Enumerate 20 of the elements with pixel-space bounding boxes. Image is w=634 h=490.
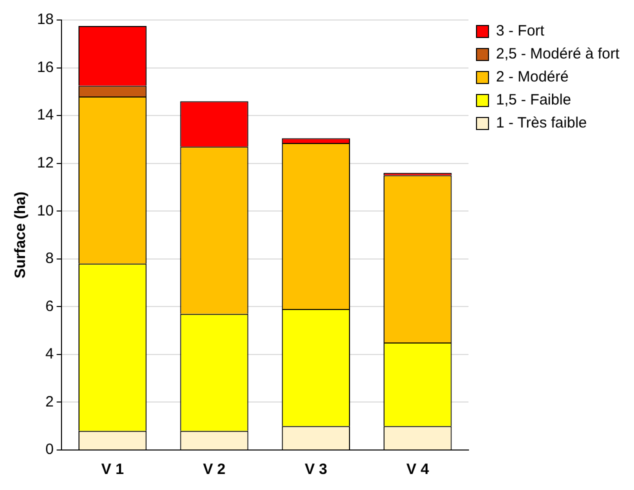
x-tick-label: V 2 [202, 461, 226, 478]
y-tick-label: 14 [36, 106, 54, 124]
x-tick-label: V 4 [406, 461, 430, 478]
legend-label: 1 - Très faible [496, 114, 587, 132]
y-tick-label: 16 [36, 58, 54, 76]
y-tick-label: 8 [45, 250, 54, 268]
x-tick-label: V 1 [101, 461, 124, 478]
y-tick-label: 2 [45, 393, 54, 410]
y-axis-title: Surface (ha) [12, 192, 30, 278]
x-tick-label: V 3 [304, 461, 328, 478]
y-tick-label: 6 [45, 298, 54, 315]
y-tick-label: 10 [36, 202, 54, 220]
legend-label: 2,5 - Modéré à fort [496, 46, 620, 63]
legend-label: 3 - Fort [496, 22, 546, 40]
y-tick-label: 4 [45, 346, 54, 363]
legend-label: 1,5 - Faible [496, 92, 572, 109]
y-tick-label: 12 [36, 154, 54, 172]
y-tick-label: 18 [36, 11, 54, 28]
y-tick-label: 0 [45, 441, 54, 458]
legend-label: 2 - Modéré [496, 68, 569, 86]
